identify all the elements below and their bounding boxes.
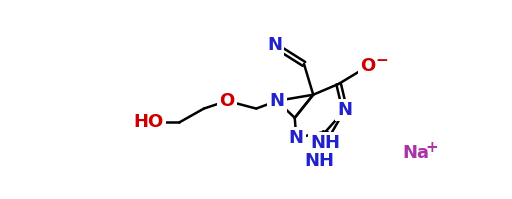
Text: NH: NH [311,134,340,152]
Text: −: − [376,53,388,68]
Text: N: N [269,92,285,110]
Text: N: N [267,36,282,55]
Text: Na: Na [402,144,429,162]
Text: NH: NH [304,152,334,170]
Text: +: + [425,140,438,155]
Text: N: N [289,129,304,147]
Text: HO: HO [133,113,163,132]
Text: O: O [360,57,375,75]
Text: N: N [337,101,352,119]
Text: O: O [219,92,234,110]
